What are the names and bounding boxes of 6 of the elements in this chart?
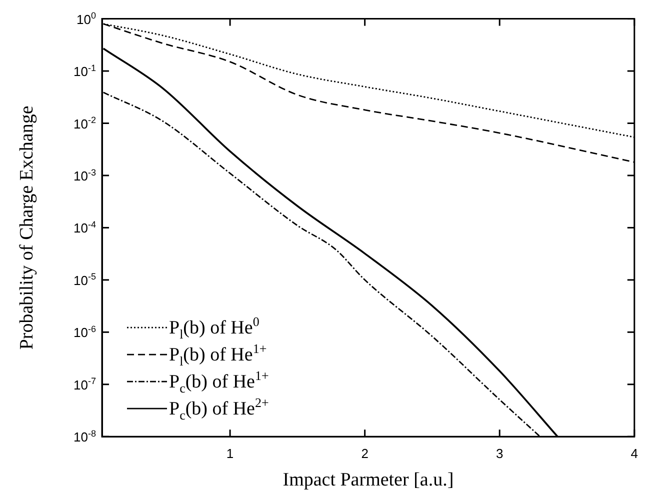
x-tick-label: 2: [361, 446, 368, 461]
x-axis-title: Impact Parmeter [a.u.]: [282, 470, 454, 491]
x-tick-label: 1: [226, 446, 234, 461]
x-tick-label: 4: [630, 446, 638, 461]
y-axis-title: Probability of Charge Exchange: [16, 106, 38, 350]
x-tick-label: 3: [496, 446, 504, 461]
